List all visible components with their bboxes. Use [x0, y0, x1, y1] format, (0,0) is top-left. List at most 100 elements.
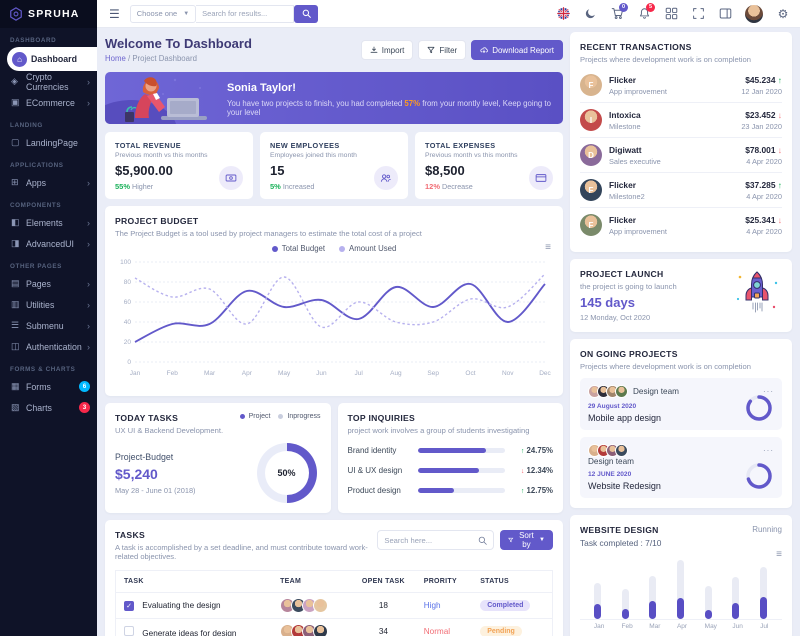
- transaction-date: 12 Jan 2020: [741, 86, 782, 96]
- status-cell: Pending: [474, 618, 553, 636]
- bar-total: [621, 588, 629, 615]
- avatar: F: [580, 179, 602, 201]
- crypto-icon: ◈: [11, 76, 18, 86]
- advanced-icon: ◨: [11, 238, 20, 248]
- svg-text:0: 0: [127, 359, 131, 366]
- menu-toggle-icon[interactable]: ☰: [109, 6, 120, 21]
- home-icon: ⌂: [12, 51, 27, 67]
- arrow-up-icon: ↑: [775, 179, 782, 190]
- stats-row: TOTAL REVENUE Previous month vs this mont…: [105, 132, 563, 199]
- tasks-subtitle: A task is accomplished by a set deadline…: [115, 543, 368, 561]
- download-report-button[interactable]: Download Report: [471, 40, 563, 60]
- series-total-budget: [134, 283, 546, 343]
- arrow-up-icon: ↑: [520, 448, 525, 455]
- sidebar-item-crypto-currencies[interactable]: ◈ Crypto Currencies ›: [0, 71, 97, 92]
- language-flag-icon[interactable]: [556, 7, 570, 21]
- sidebar-item-label: AdvancedUI: [26, 238, 74, 249]
- bar-column-jan: [593, 562, 602, 619]
- sidebar-item-apps[interactable]: ⊞ Apps ›: [0, 172, 97, 193]
- arrow-up-icon: ↑: [520, 488, 525, 495]
- dark-mode-moon-icon[interactable]: [583, 7, 597, 21]
- sidebar-item-charts[interactable]: ▧ Charts 3: [0, 397, 97, 418]
- sidebar-item-label: Authentication: [26, 341, 82, 352]
- card-icon: [529, 166, 553, 190]
- legend-label: Project: [248, 413, 271, 420]
- tasks-search-input[interactable]: [384, 535, 475, 545]
- top-inquiries-card: TOP INQUIRIES project work involves a gr…: [337, 403, 563, 513]
- task-name: Generate ideas for design: [140, 628, 237, 636]
- website-design-title: WEBSITE DESIGN: [580, 525, 659, 535]
- sidebar-item-label: Apps: [26, 177, 47, 188]
- options-dots-icon[interactable]: ···: [763, 387, 774, 396]
- sidebar-item-dashboard[interactable]: ⌂ Dashboard: [7, 47, 97, 71]
- sidebar-item-authentication[interactable]: ◫ Authentication ›: [0, 336, 97, 357]
- transaction-amount: $45.234 ↑: [745, 74, 782, 85]
- stat-card-total-revenue: TOTAL REVENUE Previous month vs this mont…: [105, 132, 253, 199]
- search-icon: [479, 536, 488, 545]
- sidebar-item-utilities[interactable]: ▥ Utilities ›: [0, 294, 97, 315]
- sidebar-item-landingpage[interactable]: ▢ LandingPage: [0, 132, 97, 153]
- column-header-status: STATUS: [474, 570, 553, 593]
- inquiry-label: Product design: [347, 486, 401, 495]
- cart-icon[interactable]: 0: [610, 2, 628, 21]
- page-title: Welcome To Dashboard: [105, 36, 252, 51]
- transaction-role: Milestone2: [609, 191, 645, 201]
- topbar: ☰ Choose one ▼: [97, 0, 800, 28]
- progress-ring: [746, 395, 772, 421]
- sidebar-item-advancedui[interactable]: ◨ AdvancedUI ›: [0, 233, 97, 254]
- task-checkbox[interactable]: [124, 625, 134, 636]
- sidebar-toggle-icon[interactable]: [718, 7, 732, 21]
- sidebar-item-submenu[interactable]: ☰ Submenu ›: [0, 315, 97, 336]
- stat-change-percent: 12%: [425, 182, 441, 191]
- brand-logo[interactable]: SPRUHA: [0, 0, 97, 28]
- sidebar-item-ecommerce[interactable]: ▣ ECommerce ›: [0, 92, 97, 113]
- user-avatar[interactable]: [745, 4, 763, 23]
- top-inquiries-title: TOP INQUIRIES: [347, 413, 416, 423]
- settings-gear-icon[interactable]: ⚙: [777, 6, 789, 21]
- global-search-button[interactable]: [294, 4, 319, 23]
- breadcrumb-home[interactable]: Home: [105, 54, 126, 63]
- legend-item-inprogress: Inprogress: [278, 413, 321, 420]
- banner-text: Sonia Taylor! You have two projects to f…: [227, 72, 563, 117]
- brand-name: SPRUHA: [28, 8, 80, 20]
- transaction-name: Digiwatt: [609, 144, 642, 155]
- fullscreen-icon[interactable]: [691, 7, 705, 21]
- global-search-input[interactable]: [196, 4, 295, 23]
- sidebar-item-forms[interactable]: ▦ Forms 6: [0, 376, 97, 397]
- apps-grid-icon[interactable]: [664, 7, 678, 21]
- card-options-icon[interactable]: ≡: [545, 242, 551, 253]
- cloud-download-icon: [480, 47, 489, 53]
- import-button[interactable]: Import: [360, 40, 414, 60]
- legend-dot-icon: [339, 245, 346, 252]
- stat-subtitle: Previous month vs this months: [115, 152, 208, 159]
- breadcrumb-separator: /: [127, 54, 131, 63]
- inquiry-bar-fill: [417, 488, 455, 493]
- sort-by-button[interactable]: Sort by ▼: [500, 530, 553, 550]
- brand-hexagon-icon: [10, 7, 22, 21]
- today-project-amount: $5,240: [115, 465, 158, 482]
- inquiry-row-ui-ux-design: UI & UX design ↓ 12.34%: [348, 466, 554, 475]
- sidebar-item-elements[interactable]: ◧ Elements ›: [0, 212, 97, 233]
- axis-label: Apr: [676, 623, 688, 630]
- inquiry-row-product-design: Product design ↑ 12.75%: [348, 486, 554, 495]
- task-checkbox[interactable]: ✓: [124, 600, 134, 611]
- card-options-icon[interactable]: ≡: [776, 549, 782, 560]
- sidebar-item-pages[interactable]: ▤ Pages ›: [0, 273, 97, 294]
- notifications-bell-icon[interactable]: 5: [637, 2, 655, 21]
- today-tasks-legend: Project Inprogress: [239, 413, 321, 420]
- transaction-row: F Flicker Milestone2 $37.285 ↑ 4 Apr 2020: [580, 173, 782, 208]
- stat-value: 15: [270, 163, 285, 178]
- cart-badge: 0: [619, 2, 628, 12]
- inquiry-bar-track: [417, 468, 505, 473]
- avatar-group: [280, 598, 343, 613]
- category-select[interactable]: Choose one ▼: [129, 4, 197, 23]
- chevron-right-icon: ›: [87, 177, 90, 188]
- options-dots-icon[interactable]: ···: [763, 446, 774, 455]
- pages-icon: ▤: [11, 278, 20, 288]
- filter-button[interactable]: Filter: [418, 40, 467, 60]
- welcome-banner: Sonia Taylor! You have two projects to f…: [105, 72, 563, 124]
- website-design-bar-chart: [580, 560, 782, 620]
- svg-text:Mar: Mar: [204, 370, 216, 377]
- svg-text:Feb: Feb: [167, 370, 179, 377]
